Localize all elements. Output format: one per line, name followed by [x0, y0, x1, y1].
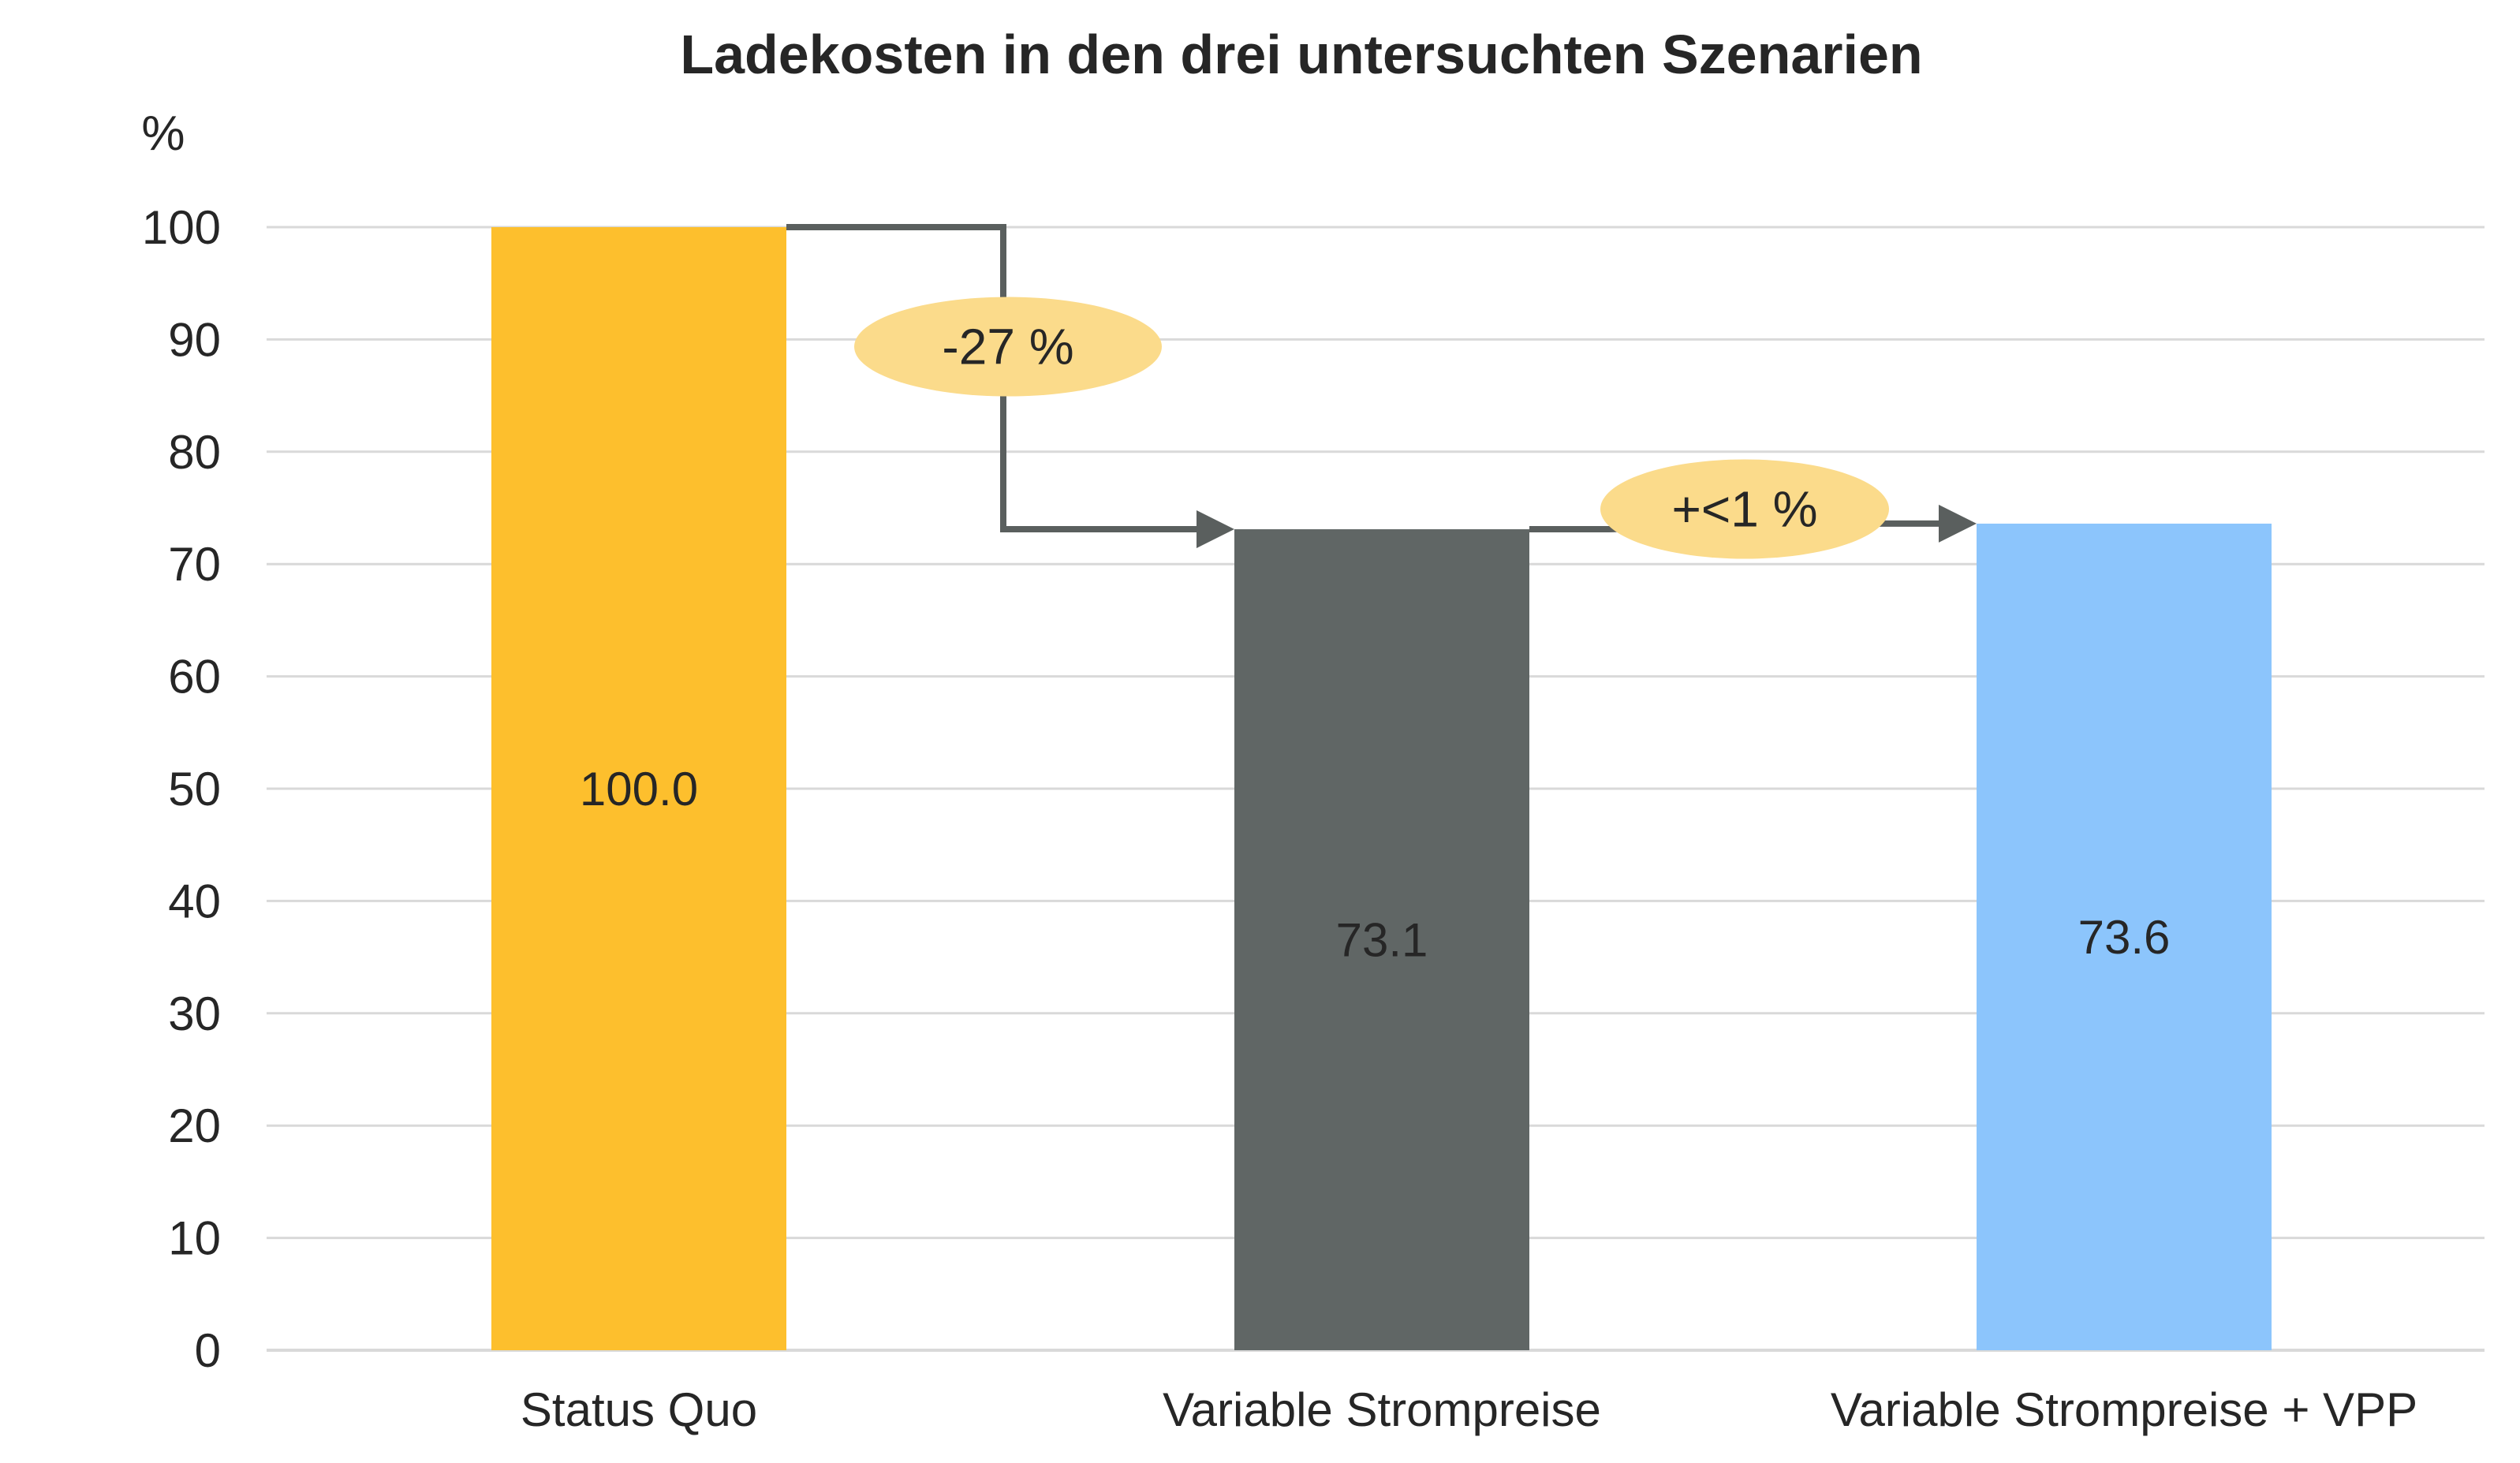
- x-category-label: Variable Strompreise + VPP: [1831, 1383, 2417, 1436]
- y-tick-label: 90: [168, 313, 221, 366]
- change-badge: [1600, 459, 1889, 559]
- y-tick-label: 30: [168, 987, 221, 1040]
- bar: [1977, 523, 2272, 1350]
- y-tick-label: 10: [168, 1212, 221, 1265]
- bars: [491, 227, 2272, 1350]
- y-tick-label: 60: [168, 651, 221, 704]
- y-tick-label: 80: [168, 426, 221, 479]
- y-tick-label: 40: [168, 875, 221, 927]
- y-tick-label: 70: [168, 538, 221, 591]
- y-tick-label: 100: [142, 201, 221, 254]
- bar-value-label: 73.6: [2078, 911, 2171, 964]
- chart-title: Ladekosten in den drei untersuchten Szen…: [680, 24, 1922, 85]
- y-tick-label: 0: [195, 1324, 221, 1377]
- change-badge-label: -27 %: [942, 319, 1073, 375]
- x-category-label: Variable Strompreise: [1163, 1383, 1601, 1436]
- x-axis-categories: Status Quo Variable Strompreise Variable S…: [521, 1383, 2417, 1436]
- y-tick-label: 50: [168, 763, 221, 815]
- bar-value-label: 73.1: [1336, 914, 1428, 967]
- bar: [491, 227, 786, 1350]
- bar: [1234, 529, 1529, 1350]
- y-axis-ticks: 0 10 20 30 40 50 60 70 80 90 100: [142, 201, 221, 1377]
- change-badge-label: +<1 %: [1671, 480, 1817, 537]
- y-axis-unit-label: %: [141, 106, 185, 161]
- bar-value-labels: 100.0 73.1 73.6: [580, 763, 2170, 967]
- x-category-label: Status Quo: [521, 1383, 757, 1436]
- bar-value-label: 100.0: [580, 763, 698, 815]
- change-badges: -27 % +<1 %: [854, 297, 1889, 559]
- change-badge: [854, 297, 1162, 397]
- y-tick-label: 20: [168, 1099, 221, 1152]
